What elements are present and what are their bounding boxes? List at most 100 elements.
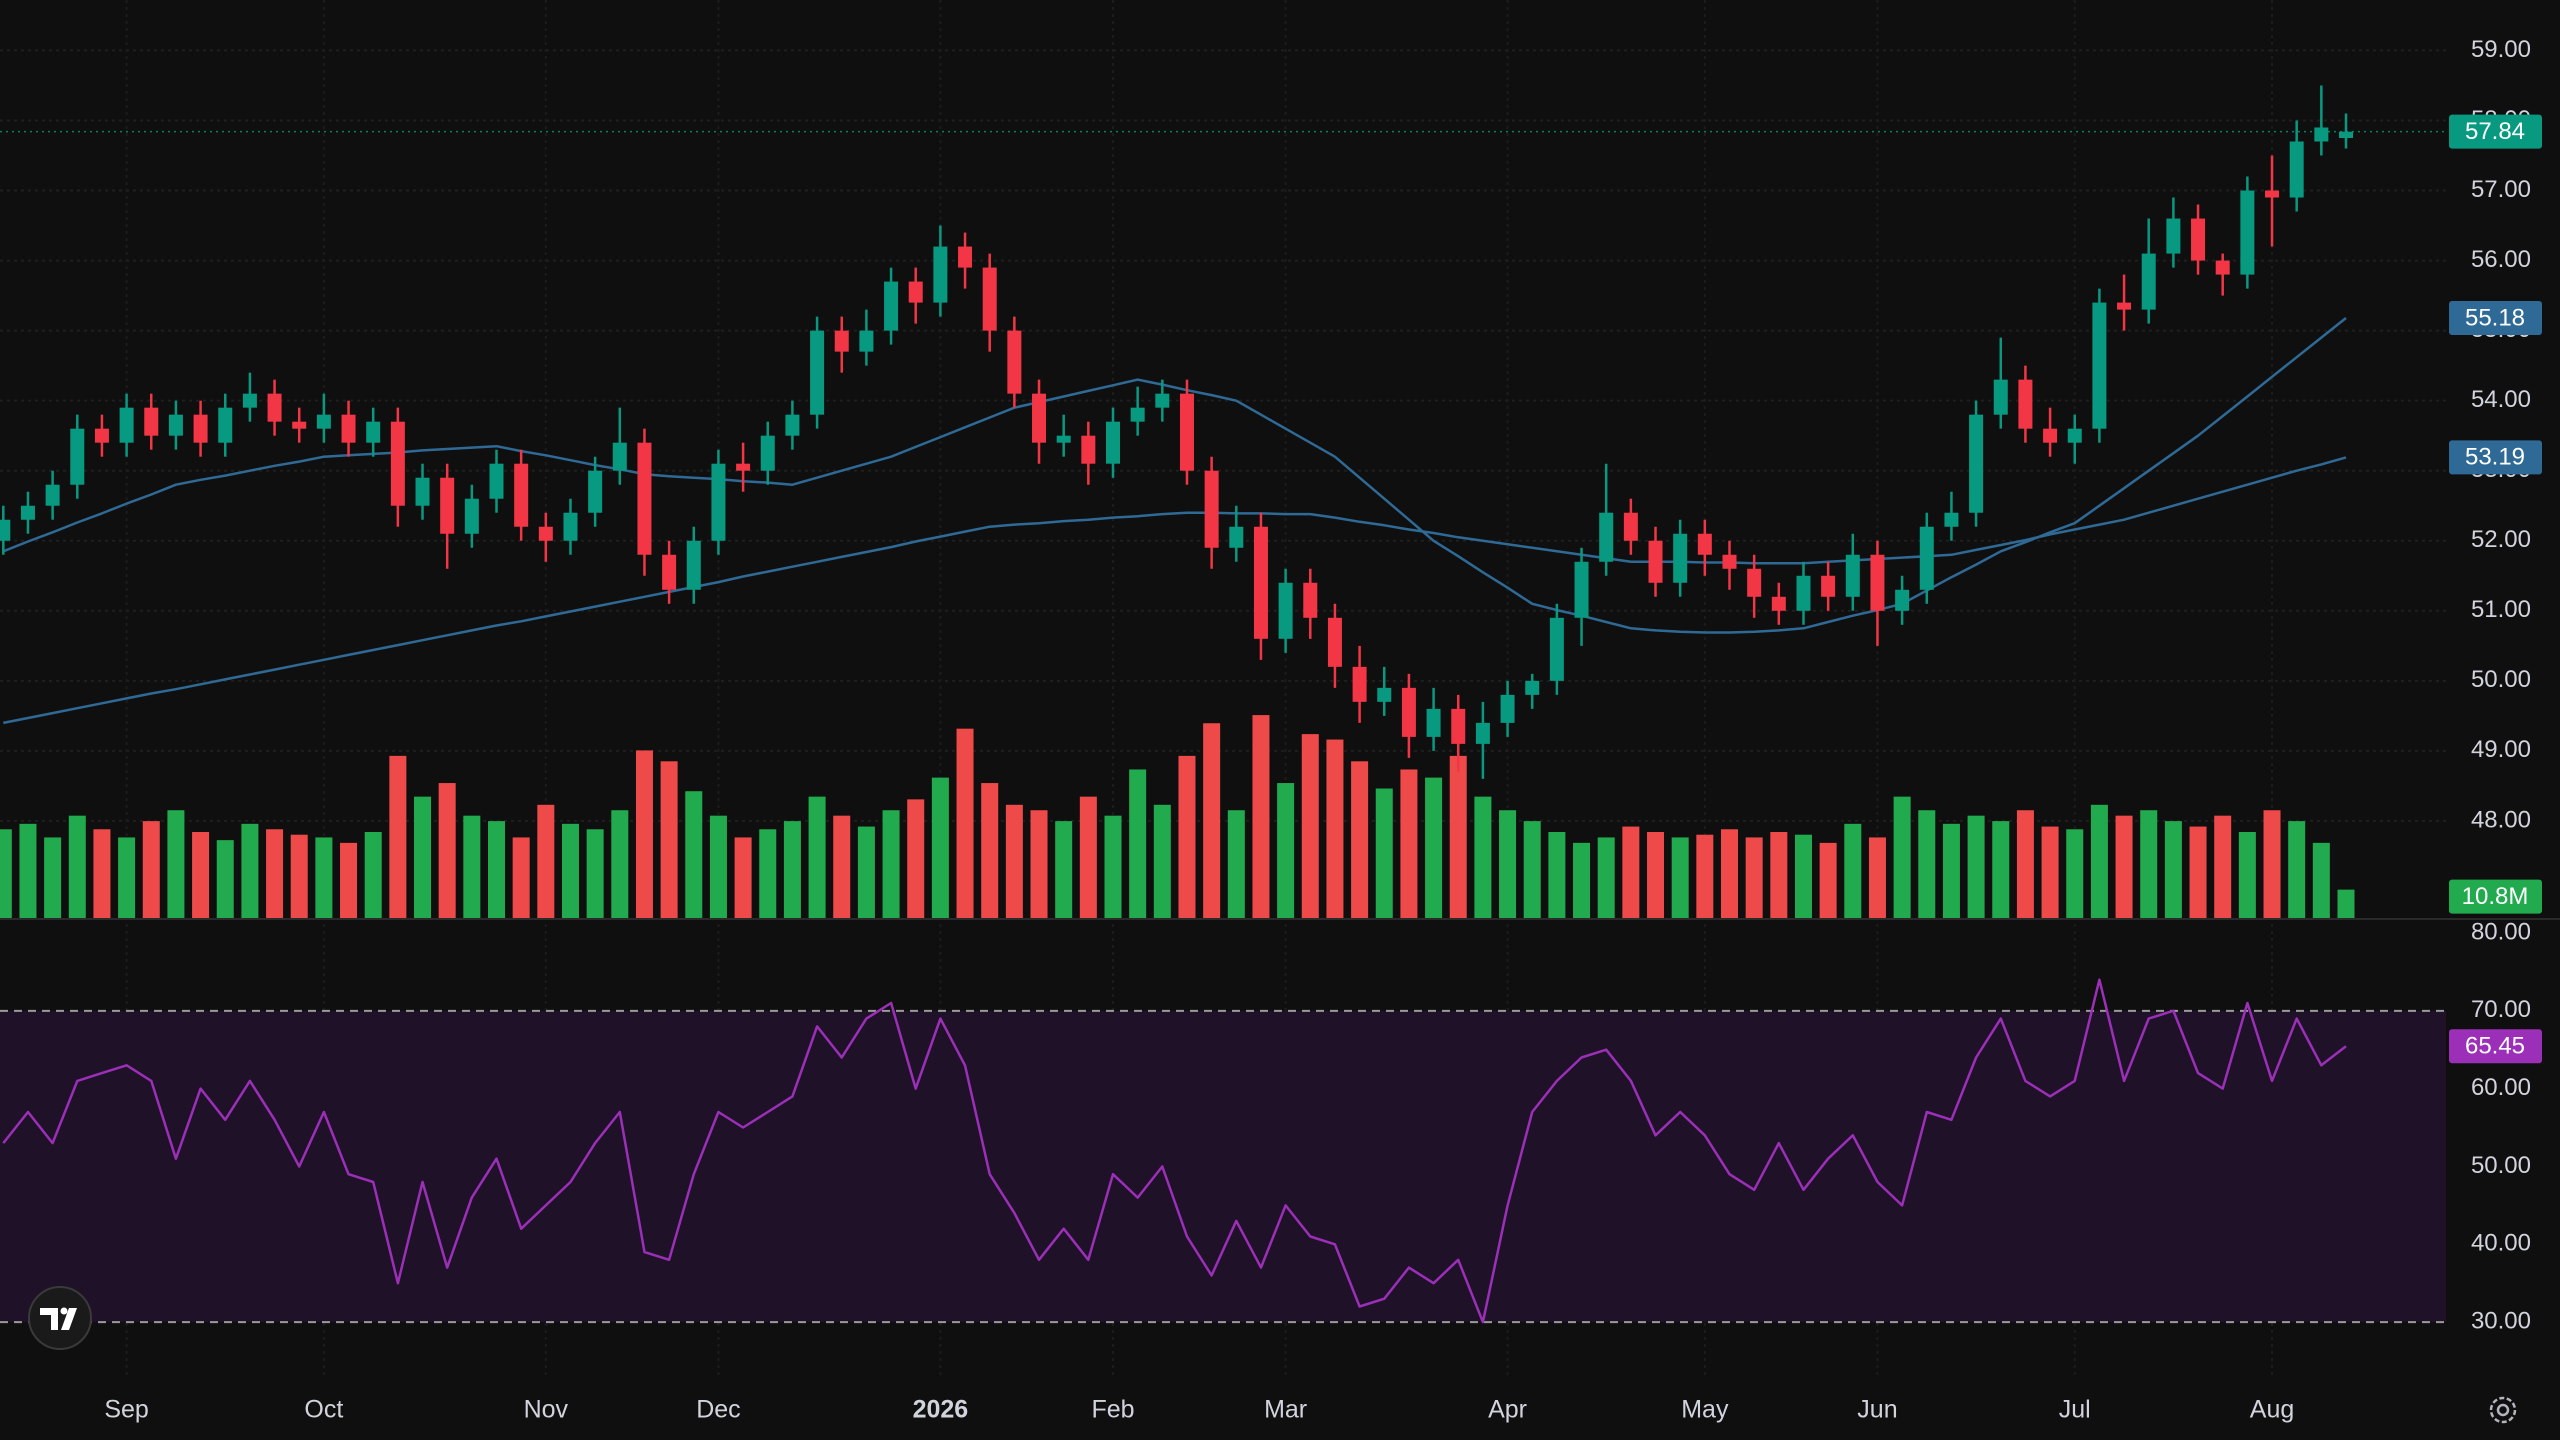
volume-bar xyxy=(266,829,284,919)
volume-bar xyxy=(0,829,12,919)
candle-body xyxy=(1327,617,1342,667)
rsi-band-layer xyxy=(0,1009,2446,1324)
y-tick-label: 56.00 xyxy=(2471,246,2531,273)
candle-body xyxy=(1944,512,1959,527)
volume-bar xyxy=(1030,810,1048,919)
candle-body xyxy=(242,393,257,408)
volume-bar xyxy=(1301,734,1319,919)
gear-inner xyxy=(2496,1403,2510,1417)
candle-body xyxy=(2265,190,2280,198)
volume-bar xyxy=(463,815,481,919)
candle-body xyxy=(884,281,899,331)
candle-body xyxy=(341,414,356,443)
volume-bar xyxy=(512,837,530,919)
volume-bar xyxy=(2312,842,2330,919)
candle-body xyxy=(1623,512,1638,541)
volume-bar xyxy=(635,750,653,919)
settings-button[interactable] xyxy=(2489,1396,2517,1424)
candle-body xyxy=(810,330,825,415)
candle-body xyxy=(1500,694,1515,723)
volume-bar xyxy=(2189,826,2207,919)
x-tick-label: Jun xyxy=(1857,1396,1897,1424)
logo-dot xyxy=(60,1307,68,1315)
y-tick-label: 51.00 xyxy=(2471,596,2531,623)
candle-body xyxy=(119,407,134,443)
candle-body xyxy=(834,330,849,352)
volume-bar xyxy=(833,815,851,919)
volume-bar xyxy=(1277,783,1295,919)
x-tick-label: Feb xyxy=(1091,1396,1134,1424)
candle-body xyxy=(1155,393,1170,408)
x-tick-label: Nov xyxy=(524,1396,569,1424)
volume-bar xyxy=(537,804,555,919)
candle-body xyxy=(1747,568,1762,597)
candle-body xyxy=(1130,407,1145,422)
volume-bar xyxy=(1918,810,1936,919)
volume-bar xyxy=(19,823,37,919)
volume-bar xyxy=(1671,837,1689,919)
volume-bar xyxy=(438,783,456,919)
candle-body xyxy=(2117,302,2132,310)
volume-bar xyxy=(118,837,136,919)
volume-bar xyxy=(1745,837,1763,919)
candle-body xyxy=(2191,218,2206,261)
candle-body xyxy=(1969,414,1984,513)
volume-bar xyxy=(981,783,999,919)
candle-body xyxy=(2043,428,2058,443)
volume-bar xyxy=(808,796,826,919)
rsi-last-value-badge-text: 65.45 xyxy=(2465,1033,2525,1060)
candle-body xyxy=(1475,722,1490,744)
volume-bar xyxy=(1400,769,1418,919)
candle-body xyxy=(859,330,874,352)
candle-body xyxy=(908,281,923,303)
y-tick-label: 40.00 xyxy=(2471,1230,2531,1257)
volume-bar xyxy=(1721,829,1738,919)
x-tick-label: Jul xyxy=(2059,1396,2091,1424)
logo-circle xyxy=(28,1286,92,1350)
y-tick-label: 80.00 xyxy=(2471,918,2531,945)
candle-body xyxy=(1056,435,1071,443)
volume-bar xyxy=(1203,723,1221,919)
candle-body xyxy=(1278,582,1293,639)
volume-bar xyxy=(1819,842,1837,919)
rsi-line xyxy=(2,978,2347,1324)
moving-average-line xyxy=(3,456,2347,725)
volume-bar xyxy=(364,831,382,919)
volume-bar xyxy=(561,823,579,919)
volume-bar xyxy=(1005,804,1023,919)
ma-last-value-badge-text: 55.18 xyxy=(2465,304,2525,331)
y-tick-label: 54.00 xyxy=(2471,386,2531,413)
candle-body xyxy=(1229,526,1244,548)
candle-body xyxy=(686,540,701,590)
volume-bar xyxy=(882,810,900,919)
volume-badge-text: 10.8M xyxy=(2462,883,2529,910)
volume-bar xyxy=(1770,831,1788,919)
rsi-band xyxy=(0,1010,2446,1323)
volume-bar xyxy=(1967,815,1985,919)
gear-outer xyxy=(2489,1396,2517,1424)
volume-bar xyxy=(1178,755,1196,919)
candle-body xyxy=(563,512,578,541)
candle-body xyxy=(538,526,553,541)
candle-body xyxy=(0,519,11,541)
candle-body xyxy=(218,407,233,443)
volume-bar xyxy=(1499,810,1517,919)
x-tick-label: May xyxy=(1681,1396,1729,1424)
rsi-layer xyxy=(2,978,2347,1324)
candle-body xyxy=(785,414,800,436)
logo[interactable] xyxy=(28,1286,92,1350)
candle-body xyxy=(2314,127,2329,142)
candle-body xyxy=(20,505,35,520)
candle-body xyxy=(2166,218,2181,254)
candle-body xyxy=(1549,617,1564,681)
candle-body xyxy=(662,554,677,590)
badge-layer: 55.18 53.19 57.84 10.8M 65.45 xyxy=(2449,114,2542,1064)
volume-bar xyxy=(1375,788,1393,919)
candle-body xyxy=(760,435,775,471)
volume-bar xyxy=(734,837,752,919)
candle-body xyxy=(440,477,455,534)
candle-body xyxy=(1204,470,1219,548)
candle-body xyxy=(2092,302,2107,429)
volume-bar xyxy=(93,829,111,919)
candle-body xyxy=(2067,428,2082,443)
